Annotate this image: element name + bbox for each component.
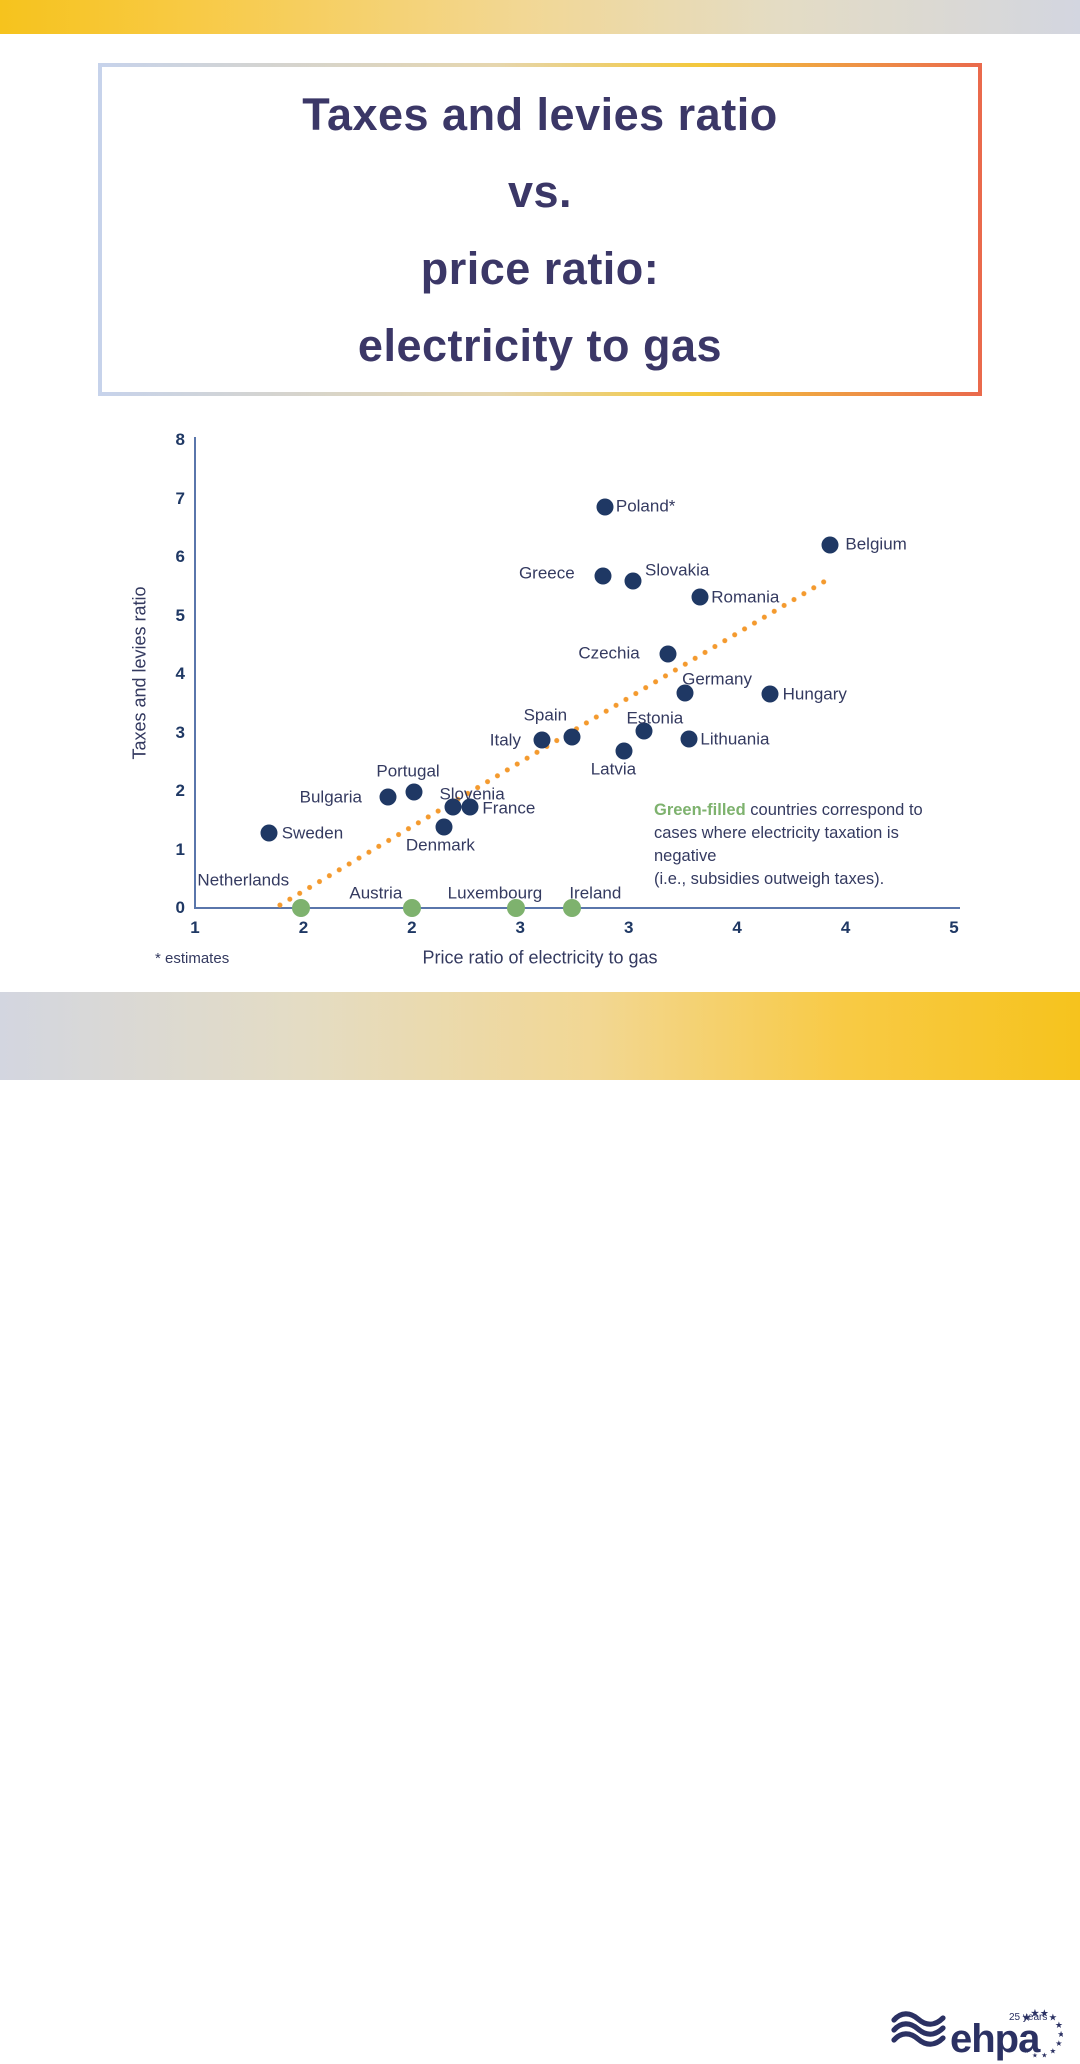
eu-star-1: ★ <box>1030 2008 1039 2020</box>
y-tick-label-1: 1 <box>175 839 185 859</box>
estimates-footnote: * estimates <box>155 950 230 967</box>
ehpa-logo: ehpa 25 years ★★ ★ ★★★★★★★★ <box>891 2008 1063 2061</box>
y-tick-label-6: 6 <box>175 547 185 566</box>
note-line-4: (i.e., subsidies outweigh taxes). <box>654 870 885 888</box>
bottom-gradient-band: ehpa 25 years ★ ★ ★ ★ ★ ★ ★ ★ ★ ★ ★ <box>0 992 1080 2061</box>
point-label-spain: Spain <box>523 705 568 725</box>
eu-star-9: ★ <box>1032 2052 1038 2059</box>
point-label-netherlands: Netherlands <box>197 870 290 890</box>
point-label-bulgaria: Bulgaria <box>299 787 362 807</box>
point-label-austria: Austria <box>349 883 403 903</box>
point-label-sweden: Sweden <box>281 823 344 843</box>
note-highlight: Green-filled <box>654 801 746 819</box>
point-label-greece: Greece <box>518 563 575 583</box>
x-tick-label-6: 4 <box>840 918 851 937</box>
data-point-germany <box>676 684 694 702</box>
eu-star-7: ★ <box>1050 2047 1057 2056</box>
data-point-belgium <box>821 536 839 554</box>
point-label-slovakia: Slovakia <box>645 560 710 580</box>
data-point-bulgaria <box>379 788 397 806</box>
point-label-poland: Poland* <box>615 496 676 516</box>
data-point-austria <box>402 899 421 917</box>
note-line-1: Green-filled countries correspond to <box>654 799 990 822</box>
point-label-slovenia: Slovenia <box>439 784 505 804</box>
x-axis-title: Price ratio of electricity to gas <box>422 947 658 968</box>
point-label-italy: Italy <box>489 730 521 750</box>
point-label-czechia: Czechia <box>578 643 640 663</box>
data-point-latvia <box>615 742 633 760</box>
data-point-sweden <box>260 824 278 842</box>
point-label-belgium: Belgium <box>845 534 907 554</box>
point-label-ireland: Ireland <box>569 883 622 903</box>
page-title-line-2: vs. <box>507 165 573 217</box>
point-label-luxembourg: Luxembourg <box>447 883 543 903</box>
note-line-3: negative <box>654 847 717 865</box>
x-tick-label-7: 5 <box>949 918 959 937</box>
ehpa-waves-icon <box>891 2011 946 2047</box>
page-title-line-4: electricity to gas <box>357 319 723 371</box>
data-point-poland <box>596 498 614 516</box>
data-point-ireland <box>563 899 582 917</box>
data-point-estonia <box>635 722 653 740</box>
point-label-france: France <box>482 798 536 818</box>
x-tick-label-2: 2 <box>407 918 417 937</box>
y-tick-label-7: 7 <box>175 488 185 508</box>
data-point-luxembourg <box>506 899 525 917</box>
page-title-line-1: Taxes and levies ratio <box>302 88 778 140</box>
y-axis-line <box>194 437 196 909</box>
data-point-lithuania <box>680 730 698 748</box>
data-point-hungary <box>761 685 779 703</box>
note-line-2: cases where electricity taxation is <box>654 824 899 842</box>
y-tick-label-4: 4 <box>175 664 185 683</box>
y-tick-label-5: 5 <box>175 605 185 625</box>
note-line-1-rest: countries correspond to <box>745 801 923 819</box>
data-point-greece <box>594 567 612 585</box>
point-label-germany: Germany <box>682 669 753 689</box>
y-tick-label-2: 2 <box>175 781 185 800</box>
eu-star-2: ★ <box>1040 2008 1049 2019</box>
point-label-estonia: Estonia <box>626 708 684 728</box>
top-gradient-band <box>0 0 1080 34</box>
point-label-lithuania: Lithuania <box>700 729 770 749</box>
data-point-spain <box>563 728 581 746</box>
eu-star-8: ★ <box>1041 2052 1047 2060</box>
point-label-denmark: Denmark <box>405 835 475 855</box>
data-point-romania <box>691 588 709 606</box>
data-point-denmark <box>435 818 453 836</box>
data-point-france <box>461 798 479 816</box>
y-tick-label-8: 8 <box>175 430 185 449</box>
scatter-chart: Taxes and levies ratio Price ratio of el… <box>130 430 990 968</box>
eu-star-10: ★ <box>1024 2048 1029 2055</box>
point-label-romania: Romania <box>711 587 780 607</box>
green-filled-note: Green-filled countries correspond to cas… <box>654 799 990 891</box>
point-label-portugal: Portugal <box>376 761 440 781</box>
eu-star-5: ★ <box>1057 2029 1063 2039</box>
y-tick-label-0: 0 <box>175 898 185 917</box>
x-tick-label-1: 2 <box>298 918 309 937</box>
data-point-slovakia <box>624 572 642 590</box>
x-tick-label-3: 3 <box>515 918 526 937</box>
data-point-czechia <box>659 645 677 663</box>
data-point-netherlands <box>292 899 311 917</box>
point-label-hungary: Hungary <box>782 684 847 704</box>
eu-star-6: ★ <box>1055 2039 1062 2048</box>
data-point-portugal <box>405 783 423 801</box>
data-point-slovenia <box>444 798 462 816</box>
page-title-line-3: price ratio: <box>420 242 660 294</box>
data-point-italy <box>533 731 551 749</box>
point-label-latvia: Latvia <box>590 759 637 779</box>
x-tick-label-0: 1 <box>190 918 200 937</box>
y-tick-label-3: 3 <box>175 722 185 742</box>
x-tick-label-4: 3 <box>623 918 634 937</box>
title-box: Taxes and levies ratio vs. price ratio: … <box>98 63 982 396</box>
x-tick-label-5: 4 <box>732 918 742 937</box>
